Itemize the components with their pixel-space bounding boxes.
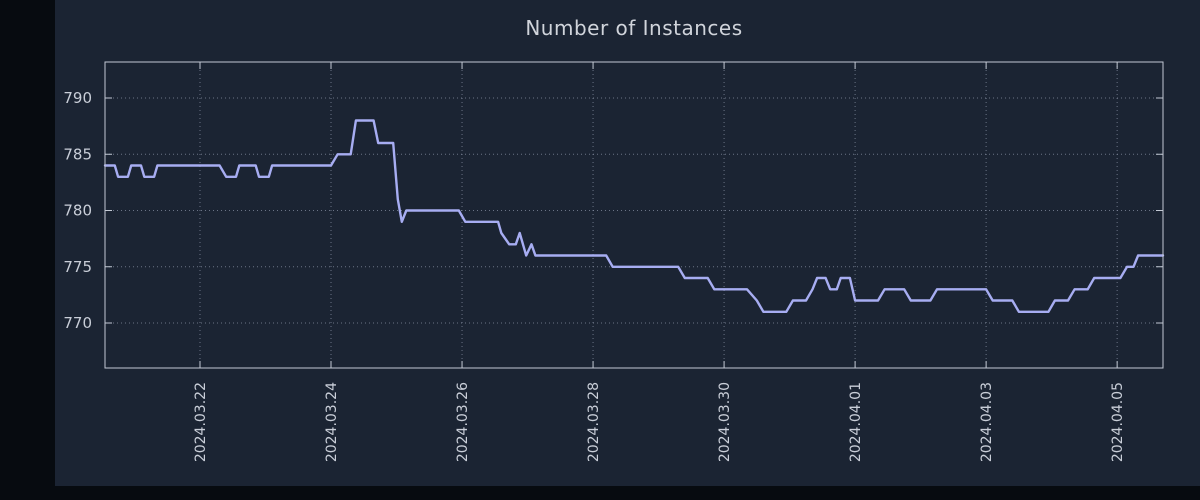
x-tick-label: 2024.04.01 [848, 382, 864, 462]
y-tick-label: 790 [63, 89, 92, 107]
terminal-padding-bottom [0, 486, 1200, 500]
chart-panel [55, 0, 1200, 486]
x-tick-label: 2024.03.30 [717, 382, 733, 462]
terminal-padding-left [0, 0, 55, 486]
x-tick-label: 2024.03.28 [586, 382, 602, 462]
y-tick-label: 775 [63, 258, 92, 276]
y-tick-label: 785 [63, 145, 92, 163]
x-tick-label: 2024.03.24 [324, 382, 340, 462]
plot-border [104, 61, 1164, 369]
chart-title: Number of Instances [525, 16, 743, 40]
x-tick-label: 2024.03.26 [455, 382, 471, 462]
x-tick-label: 2024.04.05 [1110, 382, 1126, 462]
x-tick-label: 2024.04.03 [979, 382, 995, 462]
y-tick-label: 780 [63, 202, 92, 220]
series-line-instances [103, 119, 1165, 313]
x-tick-label: 2024.03.22 [193, 382, 209, 462]
y-tick-label: 770 [63, 314, 92, 332]
